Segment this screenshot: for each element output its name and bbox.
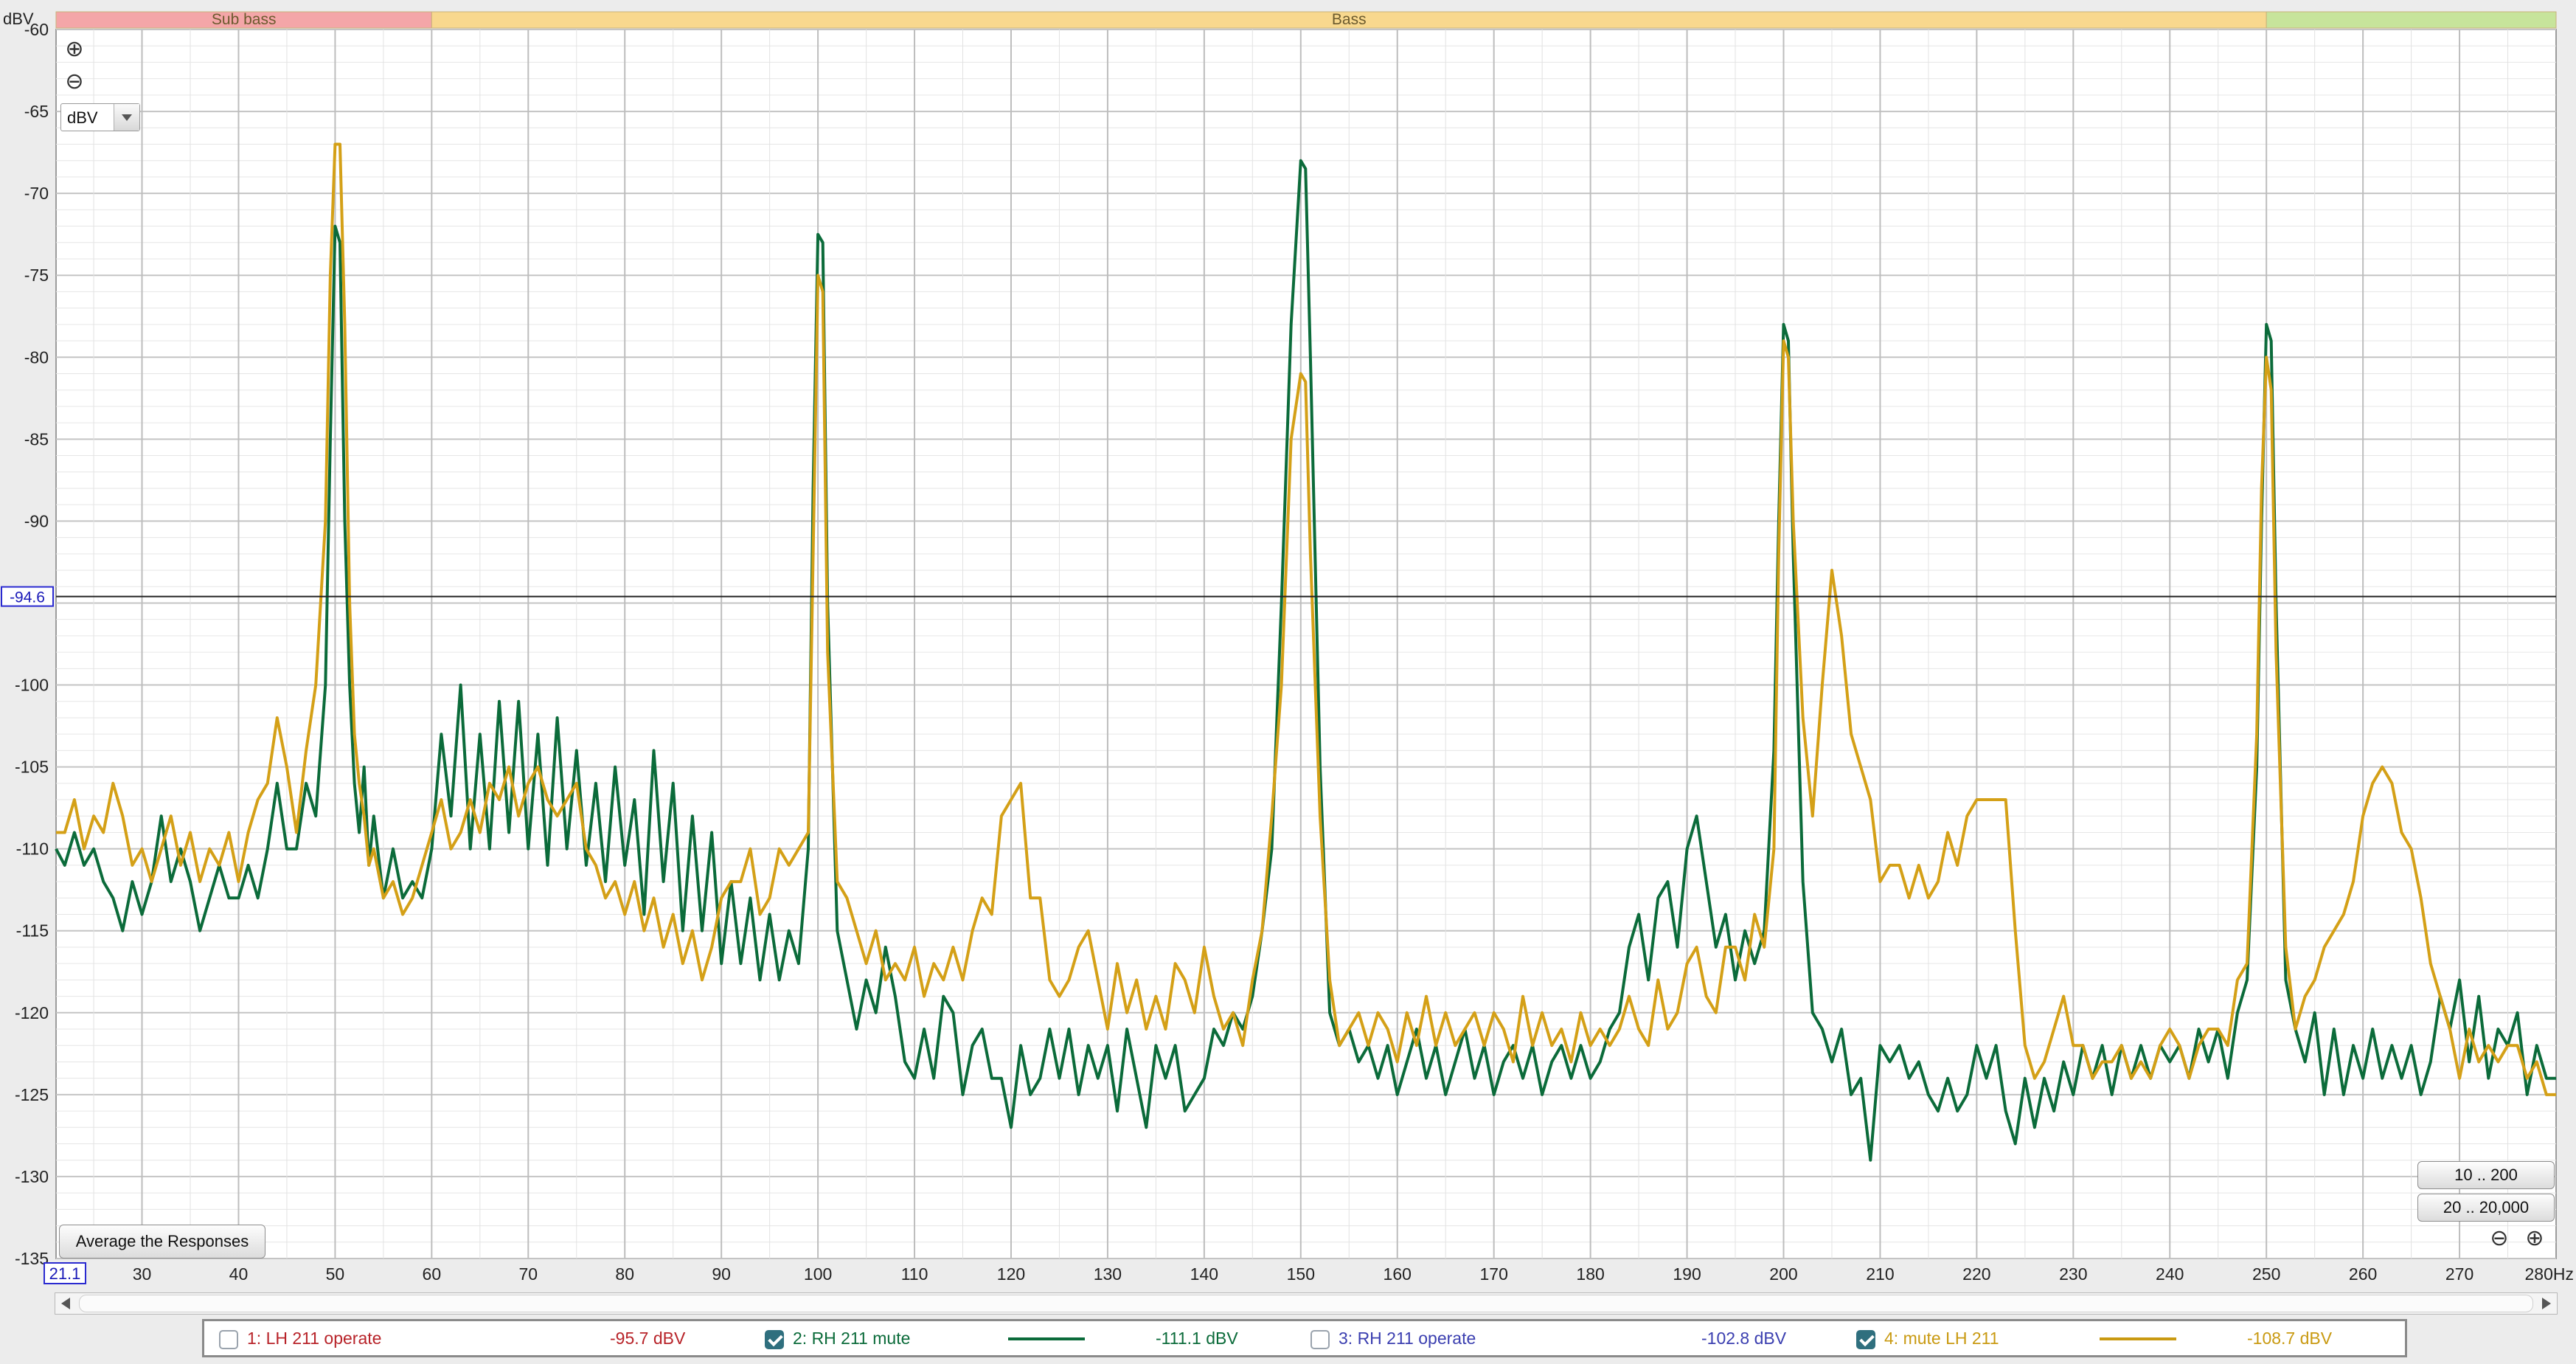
legend-label: 3: RH 211 operate: [1339, 1329, 1476, 1348]
band-label: Sub bass: [212, 11, 277, 28]
legend-checkbox[interactable]: [219, 1330, 238, 1349]
series-line-1: [55, 159, 2556, 1162]
x-start-label: 21.1: [49, 1264, 81, 1283]
x-tick-label: 200: [1769, 1264, 1797, 1284]
x-tick-label: 150: [1287, 1264, 1315, 1284]
y-tick-label: -120: [15, 1003, 49, 1022]
legend-value: -108.7 dBV: [2247, 1329, 2333, 1348]
y-tick-label: -70: [24, 184, 49, 203]
y-tick-label: -125: [15, 1085, 49, 1104]
legend: 1: LH 211 operate -95.7 dBV 2: RH 211 mute…: [202, 1319, 2407, 1357]
y-axis: dBV-60 -65 -70 -75 -80 -85 -90 -100 -105 -110 -115…: [3, 10, 49, 1268]
x-end-label: 280Hz: [2525, 1264, 2574, 1284]
cursor-value-label: -94.6: [10, 589, 45, 606]
x-tick-label: 130: [1094, 1264, 1122, 1284]
x-tick-label: 250: [2252, 1264, 2280, 1284]
average-responses-button[interactable]: Average the Responses: [59, 1225, 265, 1259]
x-tick-label: 70: [518, 1264, 538, 1284]
x-tick-label: 50: [326, 1264, 345, 1284]
scroll-thumb[interactable]: [79, 1295, 2533, 1312]
cursor-line[interactable]: -94.6: [1, 586, 2556, 607]
x-tick-label: 240: [2156, 1264, 2184, 1284]
x-tick-label: 170: [1479, 1264, 1507, 1284]
y-tick-label: -85: [24, 429, 49, 449]
y-tick-label: -75: [24, 266, 49, 285]
unit-select-value: dBV: [67, 108, 98, 127]
horizontal-scrollbar[interactable]: [55, 1292, 2558, 1315]
zoom-in-icon[interactable]: ⊕: [65, 36, 84, 62]
y-tick-label: -100: [15, 676, 49, 695]
legend-checkbox[interactable]: [1310, 1330, 1330, 1349]
chevron-down-icon: [114, 104, 139, 131]
x-tick-label: 190: [1673, 1264, 1701, 1284]
x-tick-label: 90: [712, 1264, 731, 1284]
zoom-out-icon[interactable]: ⊖: [2490, 1225, 2509, 1251]
x-tick-label: 260: [2349, 1264, 2377, 1284]
range-10-200-button[interactable]: 10 .. 200: [2417, 1161, 2555, 1189]
x-tick-label: 230: [2059, 1264, 2087, 1284]
legend-value: -95.7 dBV: [610, 1329, 686, 1348]
band-label: Bass: [1332, 11, 1367, 28]
x-tick-label: 210: [1866, 1264, 1894, 1284]
x-tick-label: 30: [133, 1264, 152, 1284]
zoom-in-icon[interactable]: ⊕: [2525, 1225, 2544, 1251]
scroll-left-icon[interactable]: [61, 1298, 70, 1309]
x-tick-label: 40: [229, 1264, 249, 1284]
legend-item[interactable]: 3: RH 211 operate -102.8 dBV: [1310, 1321, 1841, 1355]
y-tick-label: -110: [16, 839, 49, 859]
y-tick-label: -80: [24, 347, 49, 367]
range-20-20000-button[interactable]: 20 .. 20,000: [2417, 1194, 2555, 1222]
y-tick-label: -60: [24, 20, 49, 39]
x-tick-label: 270: [2445, 1264, 2473, 1284]
legend-item[interactable]: 4: mute LH 211 -108.7 dBV: [1856, 1321, 2387, 1355]
x-tick-label: 100: [804, 1264, 832, 1284]
x-tick-label: 160: [1384, 1264, 1412, 1284]
x-axis: 30 40 50 60 70 80 90 100 110 120 130 140 150 160 170 18…: [44, 1262, 2574, 1284]
series-line-2: [56, 142, 2556, 1096]
legend-value: -111.1 dBV: [1156, 1329, 1238, 1348]
scroll-right-icon[interactable]: [2542, 1298, 2551, 1309]
x-tick-label: 180: [1576, 1264, 1604, 1284]
x-tick-label: 60: [423, 1264, 442, 1284]
y-axis-unit-label: dBV: [3, 10, 34, 28]
legend-swatch: [1008, 1337, 1085, 1340]
legend-swatch: [2100, 1337, 2176, 1340]
y-tick-label: -105: [15, 758, 49, 777]
y-tick-label: -115: [16, 921, 49, 941]
x-tick-label: 80: [615, 1264, 634, 1284]
legend-label: 2: RH 211 mute: [793, 1329, 911, 1348]
x-tick-label: 140: [1190, 1264, 1218, 1284]
unit-select[interactable]: dBV: [60, 103, 140, 131]
legend-label: 1: LH 211 operate: [247, 1329, 382, 1348]
grid: [56, 29, 2556, 1259]
legend-item[interactable]: 1: LH 211 operate -95.7 dBV: [219, 1321, 750, 1355]
x-tick-label: 110: [901, 1264, 928, 1284]
legend-value: -102.8 dBV: [1701, 1329, 1787, 1348]
y-tick-label: -90: [24, 511, 49, 530]
legend-checkbox[interactable]: [765, 1330, 784, 1349]
y-min-label: -135: [15, 1249, 49, 1268]
x-tick-label: 120: [997, 1264, 1025, 1284]
legend-item[interactable]: 2: RH 211 mute -111.1 dBV: [765, 1321, 1296, 1355]
frequency-bands: Sub bass Bass: [55, 11, 2557, 29]
x-start-box: [44, 1262, 86, 1284]
y-tick-label: -130: [15, 1167, 49, 1186]
legend-checkbox[interactable]: [1856, 1330, 1875, 1349]
cursor-value-box: [1, 586, 54, 607]
zoom-out-icon[interactable]: ⊖: [65, 69, 84, 94]
band-2: [2266, 11, 2557, 29]
series-lines: [55, 142, 2556, 1162]
x-tick-label: 220: [1962, 1264, 1990, 1284]
y-tick-label: -65: [24, 102, 49, 121]
legend-label: 4: mute LH 211: [1884, 1329, 1999, 1348]
